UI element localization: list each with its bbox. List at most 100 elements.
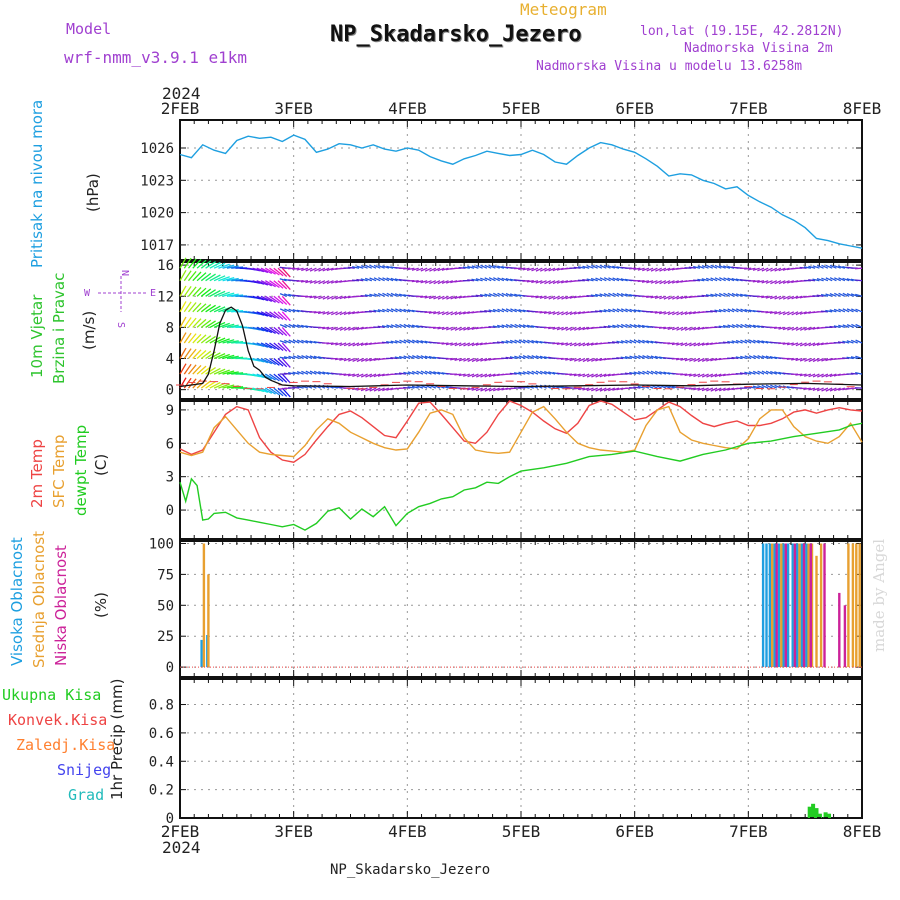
wind-barb (407, 309, 415, 313)
wind-barb (846, 340, 854, 344)
wind-barb (433, 295, 441, 300)
wind-barb (829, 325, 837, 329)
wind-barb (838, 324, 846, 329)
wind-barb (710, 373, 718, 378)
wind-barb (467, 326, 475, 331)
wind-barb (778, 342, 786, 345)
wind-barb (252, 373, 265, 379)
mid_cloud-bar (851, 543, 855, 668)
wind-barb (671, 326, 679, 331)
wind-barb (518, 355, 526, 360)
wind-barb (718, 308, 726, 313)
wind-barb (364, 342, 372, 346)
wind-barb (269, 311, 280, 320)
wind-barb (343, 342, 351, 347)
wind-barb (846, 356, 854, 360)
wind-barb (196, 334, 207, 344)
wind-barb (671, 357, 679, 360)
high_cloud-bar (800, 543, 803, 668)
wind-barb (620, 323, 628, 328)
wind-barb (373, 387, 381, 392)
wind-barb (386, 387, 394, 391)
wind-barb (842, 292, 850, 297)
wind-barb (218, 353, 230, 360)
wind-barb (192, 271, 202, 282)
legend-snow: Snijeg (57, 761, 112, 779)
wind-barb (757, 355, 765, 360)
wind-barb (292, 371, 300, 375)
wind-barb (467, 265, 475, 269)
wind-barb (625, 339, 633, 344)
wind-barb (322, 311, 330, 315)
wind-barb (454, 326, 462, 331)
wind-barb (642, 370, 650, 375)
wind-barb (812, 342, 820, 347)
wind-barb (209, 289, 221, 297)
wind-barb (833, 325, 841, 329)
wind-barb (437, 295, 445, 300)
wind-barb (264, 267, 276, 275)
wind-barb (446, 326, 454, 331)
wind-barb (305, 355, 313, 360)
wind-barb (851, 323, 858, 328)
wind-barb (714, 309, 722, 313)
wind-barb (838, 265, 846, 269)
wind-barb (765, 311, 773, 314)
wind-barb (786, 280, 795, 284)
wind-barb (603, 309, 611, 313)
wind-barb (718, 373, 726, 377)
wind-barb (820, 310, 828, 313)
sfc_temp-line (179, 405, 863, 458)
wind-barb (484, 387, 492, 392)
wind-barb (582, 342, 590, 347)
wind-barb (684, 342, 692, 347)
wind-barb (429, 280, 437, 285)
wind-barb (552, 311, 560, 316)
wind-ytick-label: 4 (166, 352, 174, 368)
wind-barb (782, 280, 790, 284)
wind-barb (360, 265, 368, 269)
compass-north: N (119, 270, 130, 276)
wind-barb (518, 371, 526, 375)
wind-barb (335, 311, 343, 316)
wind-barb (680, 373, 688, 376)
wind-barb (509, 339, 517, 344)
wind-barb (816, 342, 824, 346)
wind-barb (676, 295, 684, 300)
wind-barb (429, 267, 437, 272)
wind-barb (761, 370, 769, 375)
wind-barb (710, 310, 718, 313)
wind-barb (586, 278, 594, 282)
wind-barb (352, 357, 360, 362)
wind-barb (757, 280, 765, 284)
wind-barb (595, 277, 603, 282)
wind-barb (778, 326, 786, 330)
wind-barb (279, 278, 287, 282)
wind-barb (633, 371, 641, 375)
wind-barb (761, 355, 769, 360)
wind-barb (548, 311, 556, 315)
wind-barb (305, 267, 313, 272)
wind-barb (735, 356, 743, 360)
wind-barb (179, 257, 187, 269)
wind-barb (273, 387, 284, 397)
wind-barb (226, 355, 239, 360)
wind-barb (493, 292, 500, 297)
wind-barb (778, 295, 786, 300)
wind-barb (616, 308, 624, 313)
wind-barb (256, 280, 269, 286)
wind-barb (281, 295, 291, 306)
wind-barb (420, 370, 428, 375)
wind-ytick-label: 12 (157, 289, 174, 305)
wind-barb (642, 267, 650, 272)
wind-barb (680, 357, 688, 361)
wind-barb (192, 318, 202, 328)
wind-barb (339, 326, 347, 331)
wind-barb (377, 292, 385, 297)
wind-barb (727, 324, 735, 329)
wind-barb (591, 387, 598, 392)
wind-barb (518, 339, 526, 344)
wind-barb (399, 339, 407, 344)
wind-barb (667, 280, 675, 285)
wind-barb (420, 267, 428, 272)
